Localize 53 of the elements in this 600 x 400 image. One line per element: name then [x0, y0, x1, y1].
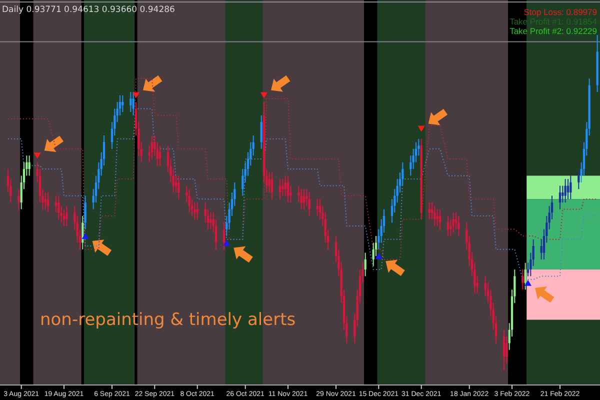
candlestick: [524, 262, 526, 290]
candlestick: [364, 252, 366, 277]
candlestick: [270, 172, 274, 200]
candlestick: [434, 205, 436, 226]
point: [375, 253, 382, 260]
candlestick: [300, 188, 302, 210]
point: [223, 240, 230, 246]
chart-title: Daily 0.93771 0.94613 0.93660 0.94286: [2, 5, 175, 15]
point: [82, 233, 89, 239]
candlestick: [158, 145, 162, 166]
candlestick: [132, 91, 134, 116]
candlestick: [44, 192, 46, 210]
candlestick: [18, 188, 20, 210]
candlestick: [46, 192, 50, 214]
candlestick: [452, 212, 454, 234]
candlestick: [458, 215, 460, 236]
candlestick: [436, 208, 438, 226]
candlestick: [178, 175, 180, 200]
candlestick: [522, 269, 524, 290]
candlestick: [570, 175, 572, 200]
candlestick: [122, 94, 124, 113]
candlestick: [558, 185, 562, 210]
candlestick: [564, 178, 566, 203]
point: [260, 92, 268, 98]
candlestick: [194, 202, 196, 220]
candlestick: [428, 202, 430, 220]
candlestick: [566, 178, 570, 200]
text: Stop Loss: 0.89979: [524, 7, 598, 17]
candlestick: [578, 168, 580, 190]
candlestick: [150, 135, 154, 160]
point: [132, 92, 140, 98]
candlestick: [222, 222, 226, 250]
candlestick: [28, 155, 30, 176]
candlestick: [260, 114, 262, 150]
candlestick: [188, 188, 190, 214]
candlestick: [278, 178, 282, 200]
candlestick: [308, 192, 310, 216]
candlestick: [446, 215, 450, 236]
candlestick: [196, 202, 198, 220]
candlestick: [84, 195, 86, 230]
candlestick: [130, 91, 132, 113]
point: [418, 126, 425, 132]
candlestick: [502, 329, 506, 370]
candlestick: [302, 188, 306, 210]
candlestick: [438, 208, 442, 230]
candlestick: [286, 175, 290, 203]
candlestick: [62, 208, 66, 226]
candlestick: [66, 205, 68, 226]
annotation: Take Profit #2: 0.92229: [510, 26, 598, 36]
annotation: non-repainting & timely alerts: [40, 310, 296, 330]
point: [524, 280, 532, 286]
candlestick: [58, 195, 60, 220]
point: [34, 152, 41, 159]
